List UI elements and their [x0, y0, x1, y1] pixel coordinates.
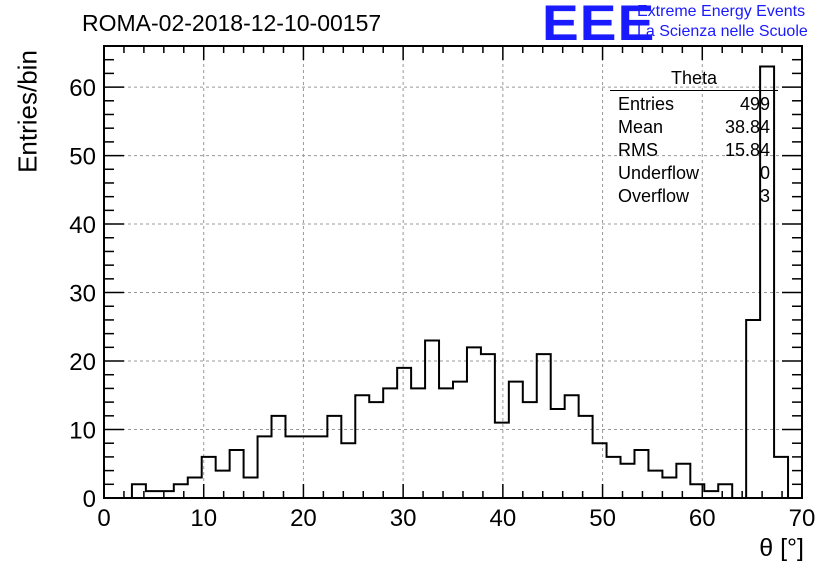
histogram-bin [467, 347, 481, 498]
x-tick-label: 70 [789, 505, 816, 532]
y-tick-label: 60 [69, 75, 96, 102]
histogram-bin [593, 443, 607, 498]
histogram-bin [774, 457, 788, 498]
stats-row: RMS 15.84 [610, 139, 778, 162]
histogram-bin [299, 436, 313, 498]
histogram-bin [341, 443, 355, 498]
x-tick-label: 60 [689, 505, 716, 532]
histogram-bin [481, 354, 495, 498]
histogram-bin [411, 388, 425, 498]
x-tick-label: 30 [390, 505, 417, 532]
histogram-bin [146, 491, 160, 498]
x-tick-label: 0 [97, 505, 110, 532]
histogram-bin [188, 477, 202, 498]
histogram-bin [230, 450, 244, 498]
histogram-bin [425, 340, 439, 498]
histogram-bin [355, 395, 369, 498]
x-tick-label: 10 [190, 505, 217, 532]
y-tick-label: 50 [69, 144, 96, 171]
histogram-bin [607, 457, 621, 498]
histogram-outline [104, 65, 802, 499]
stats-row: Entries 499 [610, 93, 778, 116]
histogram-bin [272, 416, 286, 498]
stats-value: 15.84 [724, 140, 770, 160]
stats-value: 499 [739, 94, 770, 114]
stats-title: Theta [610, 68, 778, 91]
x-tick-label: 20 [290, 505, 317, 532]
stats-value: 38.84 [724, 117, 770, 137]
histogram-bin [258, 436, 272, 498]
x-axis-label: θ [°] [759, 534, 804, 562]
histogram-bin [327, 416, 341, 498]
stats-label: Underflow [618, 163, 700, 183]
histogram-bin [551, 409, 565, 498]
histogram-bin [704, 491, 718, 498]
stats-value: 0 [759, 163, 770, 183]
histogram-bin [397, 368, 411, 498]
histogram-bin [676, 464, 690, 498]
y-tick-label: 30 [69, 281, 96, 308]
histogram-bin [648, 471, 662, 498]
stats-row: Overflow 3 [610, 185, 778, 208]
axis-ticks [103, 45, 803, 499]
histogram-bin [453, 382, 467, 498]
histogram-bin [439, 388, 453, 498]
histogram-bin [216, 471, 230, 498]
stats-value: 3 [759, 186, 770, 206]
y-tick-label: 40 [69, 212, 96, 239]
histogram-bin [579, 416, 593, 498]
eee-logo: EEE [542, 0, 656, 51]
stats-label: RMS [618, 140, 658, 160]
histogram-bars [104, 65, 802, 499]
chart-title: ROMA-02-2018-12-10-00157 [82, 10, 382, 36]
logo-line-2: La Scienza nelle Scuole [637, 23, 808, 40]
histogram-bin [495, 423, 509, 498]
histogram-bin [285, 436, 299, 498]
histogram-bin [523, 402, 537, 498]
histogram-bin [174, 484, 188, 498]
plot-frame [103, 45, 803, 499]
histogram-bin [746, 320, 760, 498]
stats-label: Overflow [618, 186, 690, 206]
histogram-bin [383, 388, 397, 498]
grid-lines [104, 46, 802, 498]
stats-label: Mean [618, 117, 664, 137]
logo-line-1: Extreme Energy Events [637, 3, 806, 20]
histogram-bin [565, 395, 579, 498]
histogram-bin [160, 491, 174, 498]
histogram-bin [718, 484, 732, 498]
histogram-bin [662, 477, 676, 498]
y-tick-label: 0 [83, 486, 96, 513]
x-tick-label: 40 [490, 505, 517, 532]
y-tick-label: 20 [69, 349, 96, 376]
histogram-bin [369, 402, 383, 498]
histogram-bin [244, 477, 258, 498]
histogram-bin [634, 450, 648, 498]
x-tick-label: 50 [589, 505, 616, 532]
histogram-bin [509, 382, 523, 498]
y-tick-label: 10 [69, 418, 96, 445]
histogram-bin [537, 354, 551, 498]
stats-box: Theta Entries 499 Mean 38.84 RMS 15.84 Underfl… [610, 68, 778, 208]
stats-label: Entries [618, 94, 675, 114]
histogram-bin [313, 436, 327, 498]
stats-row: Mean 38.84 [610, 116, 778, 139]
y-axis-label: Entries/bin [12, 50, 43, 173]
stats-row: Underflow 0 [610, 162, 778, 185]
